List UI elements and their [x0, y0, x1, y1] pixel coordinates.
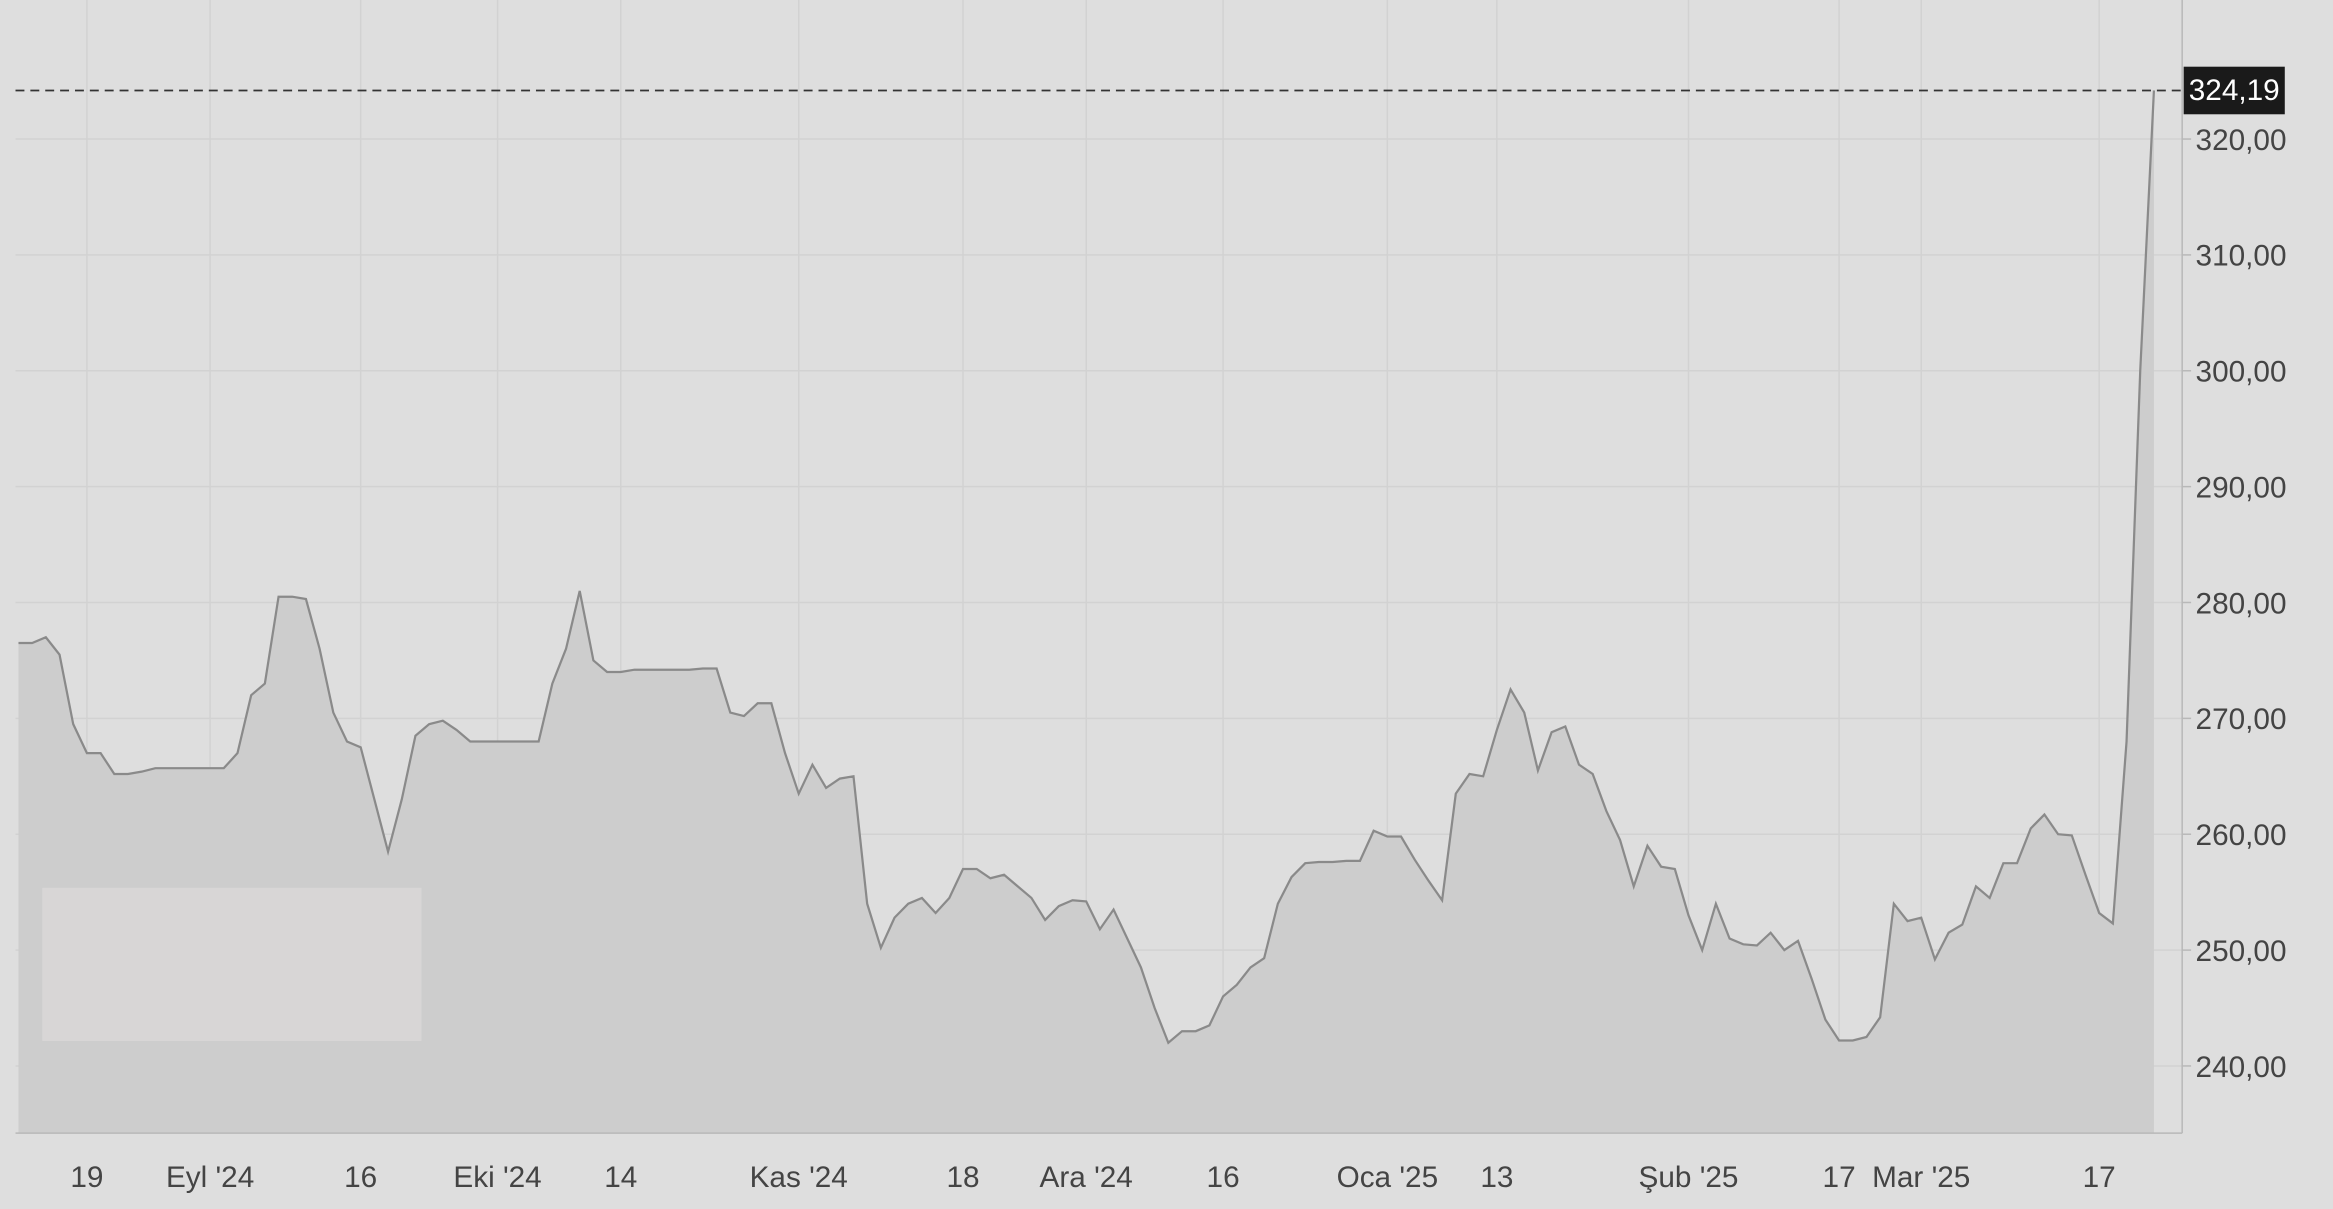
x-tick-label: 19 — [70, 1161, 103, 1194]
y-tick-label: 290,00 — [2196, 471, 2287, 504]
area-fill — [18, 90, 2154, 1134]
x-tick-label: Oca '25 — [1337, 1161, 1439, 1194]
current-price-label: 324,19 — [2189, 74, 2280, 107]
x-tick-label: 14 — [604, 1161, 637, 1194]
price-line — [18, 90, 2156, 1045]
x-tick-label: 17 — [1823, 1161, 1856, 1194]
labels: 240,00 250,00 260,00 270,00 280,00 290,00 300,… — [15, 66, 2287, 1194]
y-tick-label: 310,00 — [2196, 240, 2287, 273]
current-price-badge — [2183, 66, 2285, 115]
x-tick-label: 16 — [344, 1161, 377, 1194]
x-tick-label: Eyl '24 — [166, 1161, 254, 1194]
x-tick-label: 13 — [1480, 1161, 1513, 1194]
x-tick-label: Eki '24 — [453, 1161, 541, 1194]
x-tick-label: Şub '25 — [1639, 1161, 1739, 1194]
y-tick-label: 270,00 — [2196, 703, 2287, 736]
x-tick-label: 17 — [2083, 1161, 2116, 1194]
y-tick-label: 260,00 — [2196, 819, 2287, 852]
x-tick-label: Ara '24 — [1040, 1161, 1133, 1194]
y-tick-label: 240,00 — [2196, 1051, 2287, 1084]
x-tick-label: Mar '25 — [1872, 1161, 1970, 1194]
y-tick-label: 300,00 — [2196, 356, 2287, 389]
y-tick-label: 320,00 — [2196, 124, 2287, 157]
x-tick-label: 18 — [946, 1161, 979, 1194]
y-tick-label: 280,00 — [2196, 587, 2287, 620]
legend-box — [42, 887, 422, 1041]
y-tick-label: 250,00 — [2196, 935, 2287, 968]
x-tick-label: Kas '24 — [750, 1161, 848, 1194]
x-tick-label: 16 — [1207, 1161, 1240, 1194]
plot — [18, 90, 2156, 1134]
